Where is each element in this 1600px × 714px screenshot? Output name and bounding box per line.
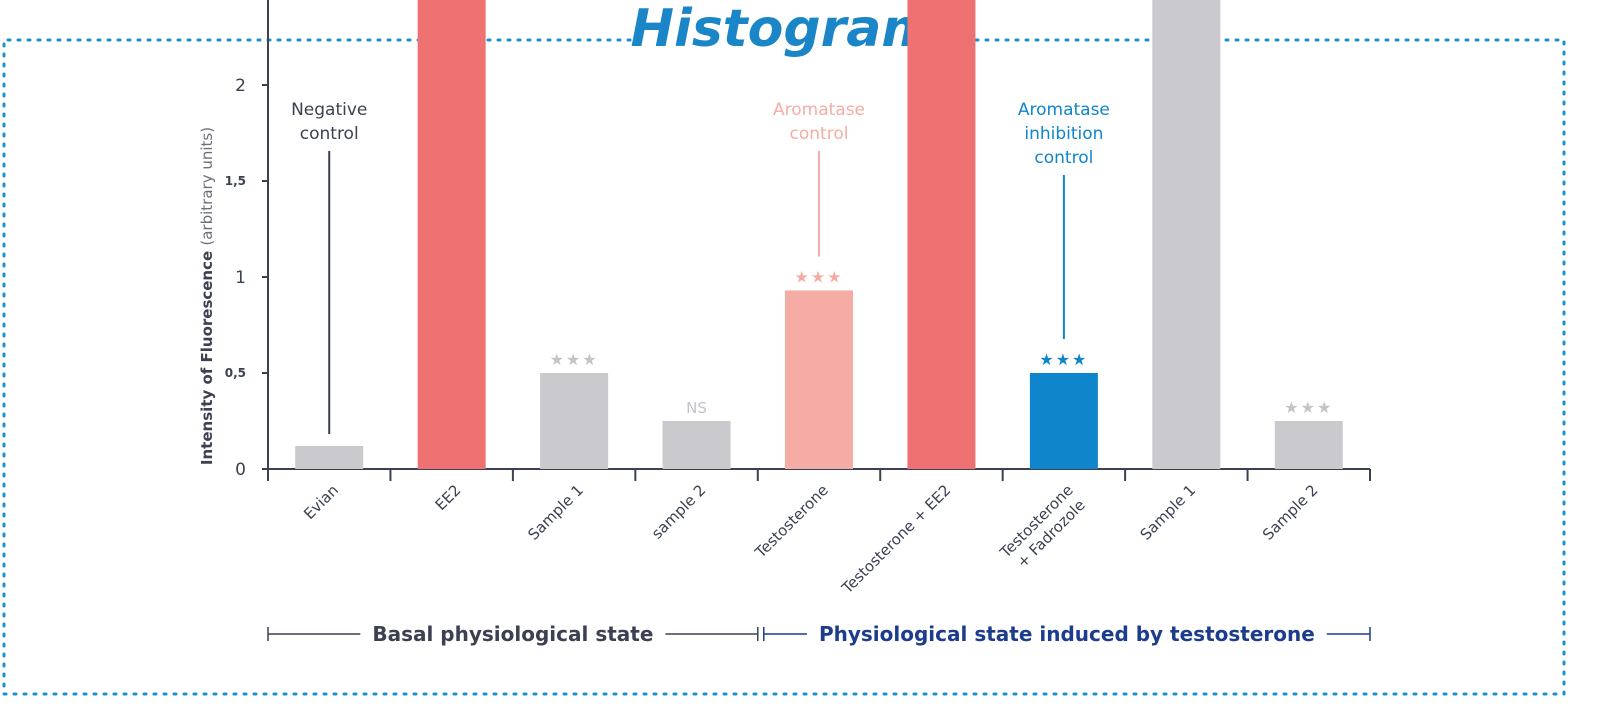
annotation-text: control	[790, 124, 849, 144]
significance-stars: ★★★	[1039, 350, 1088, 369]
annotation-text: inhibition	[1024, 124, 1103, 144]
significance-ns: NS	[686, 399, 707, 417]
x-category-label-line: Sample 2	[1259, 481, 1322, 544]
x-category-label: Testosterone+ Fadrozole	[996, 481, 1090, 575]
y-tick-label: 1	[235, 268, 246, 288]
x-category-label: sample 2	[648, 481, 709, 542]
y-axis-label-bold: Intensity of Fluorescence	[198, 246, 216, 465]
y-tick-label: 0,5	[225, 366, 246, 380]
annotation-text: Aromatase	[1018, 100, 1110, 120]
bar-9	[1274, 421, 1343, 469]
significance-stars: ★★★	[794, 267, 843, 286]
x-category-label-line: Evian	[300, 481, 342, 523]
x-category-label-line: Testosterone	[751, 481, 832, 562]
group-label: Basal physiological state	[372, 622, 653, 646]
x-category-label: Sample 1	[524, 481, 587, 544]
x-category-label-line: sample 2	[648, 481, 709, 542]
bar-6	[907, 0, 976, 469]
annotation-text: control	[300, 124, 359, 144]
bar-3	[540, 373, 609, 469]
x-category-label: Testosterone	[751, 481, 832, 562]
x-category-label: Sample 2	[1259, 481, 1322, 544]
x-category-label: Testosterone + EE2	[838, 481, 955, 598]
annotation-text: control	[1034, 148, 1093, 168]
y-tick-label: 1,5	[225, 174, 246, 188]
y-axis-label-units: (arbitrary units)	[198, 127, 216, 246]
x-category-label-line: Sample 1	[1137, 481, 1200, 544]
x-category-label-line: Sample 1	[524, 481, 587, 544]
bar-7	[1029, 373, 1098, 469]
bar-8	[1152, 0, 1221, 469]
y-tick-label: 2	[235, 76, 246, 96]
y-axis-label: Intensity of Fluorescence (arbitrary uni…	[198, 127, 216, 465]
group-label: Physiological state induced by testoster…	[819, 622, 1315, 646]
bar-1	[295, 445, 364, 469]
x-category-label-line: Testosterone + EE2	[838, 481, 955, 598]
chart-title: Histogram	[630, 0, 935, 59]
dotted-frame-border	[2, 38, 1566, 696]
annotation-text: Negative	[291, 100, 367, 120]
x-category-label: EE2	[432, 481, 465, 514]
significance-stars: ★★★	[1284, 398, 1333, 417]
bar-4	[662, 421, 731, 469]
x-category-label-line: EE2	[432, 481, 465, 514]
y-tick-label: 0	[235, 460, 246, 480]
x-category-label: Evian	[300, 481, 342, 523]
annotation-text: Aromatase	[773, 100, 865, 120]
significance-stars: ★★★	[550, 350, 599, 369]
bar-5	[785, 290, 853, 469]
x-category-label: Sample 1	[1137, 481, 1200, 544]
